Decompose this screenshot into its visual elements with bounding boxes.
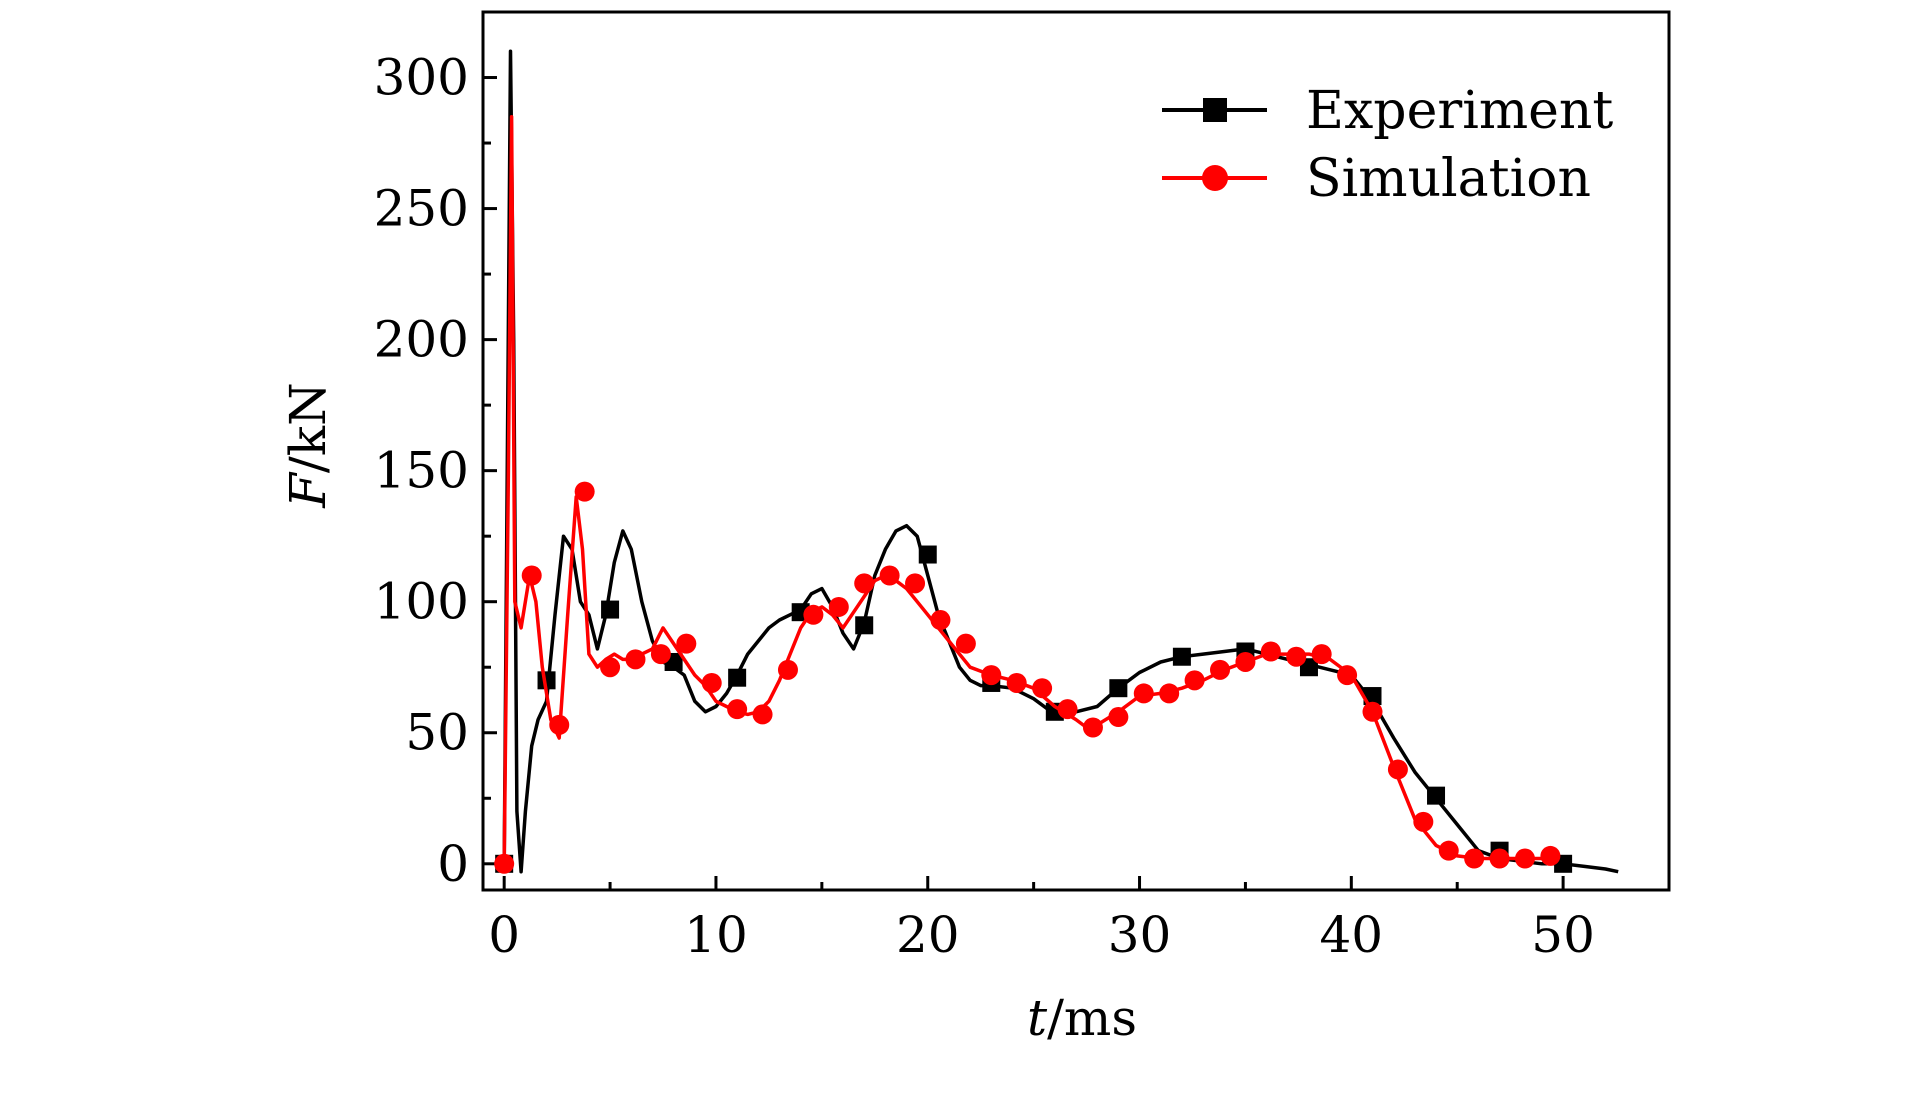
x-tick-label: 20 — [896, 906, 960, 964]
data-point-simulation — [1489, 848, 1510, 869]
series-line-simulation — [502, 115, 1542, 864]
data-point-simulation — [1286, 646, 1307, 667]
data-point-simulation — [777, 659, 798, 680]
x-tick-label: 30 — [1108, 906, 1172, 964]
y-tick-label: 0 — [437, 835, 469, 893]
data-point-experiment — [1427, 786, 1446, 805]
data-point-simulation — [1464, 848, 1485, 869]
y-tick-label: 50 — [405, 704, 469, 762]
data-point-simulation — [521, 565, 542, 586]
data-point-simulation — [727, 699, 748, 720]
data-point-simulation — [600, 657, 621, 678]
data-point-simulation — [1032, 678, 1053, 699]
legend: Experiment Simulation — [1162, 81, 1613, 209]
legend-marker-experiment — [1203, 98, 1227, 122]
plot-area-frame — [481, 10, 1671, 892]
y-tick-label: 200 — [374, 311, 469, 369]
data-point-simulation — [1337, 665, 1358, 686]
data-point-simulation — [574, 481, 595, 502]
data-point-simulation — [1413, 811, 1434, 832]
data-point-simulation — [650, 644, 671, 665]
data-point-experiment — [601, 600, 620, 619]
series-line-experiment — [502, 49, 1619, 874]
x-tick-label: 10 — [684, 906, 748, 964]
series-simulation — [494, 115, 1561, 874]
y-axis-unit: /kN — [279, 382, 337, 473]
x-tick-label: 50 — [1531, 906, 1595, 964]
series-layer — [494, 49, 1619, 874]
data-point-simulation — [752, 704, 773, 725]
y-axis-var: F — [279, 471, 337, 509]
data-point-simulation — [981, 665, 1002, 686]
legend-label-simulation: Simulation — [1306, 149, 1591, 209]
x-axis-title: t/ms — [1027, 989, 1137, 1047]
data-point-simulation — [1108, 707, 1129, 728]
y-tick-label: 300 — [374, 49, 469, 107]
data-point-simulation — [1184, 670, 1205, 691]
data-point-simulation — [879, 565, 900, 586]
data-point-simulation — [676, 633, 697, 654]
legend-label-experiment: Experiment — [1306, 81, 1613, 141]
data-point-simulation — [930, 610, 951, 631]
y-tick-label: 250 — [374, 180, 469, 238]
data-point-simulation — [1540, 845, 1561, 866]
y-tick-label: 100 — [374, 573, 469, 631]
data-point-simulation — [905, 573, 926, 594]
data-point-simulation — [1438, 840, 1459, 861]
data-point-simulation — [1387, 759, 1408, 780]
data-point-experiment — [918, 545, 937, 564]
data-point-simulation — [803, 604, 824, 625]
data-point-simulation — [1210, 659, 1231, 680]
data-point-simulation — [1235, 651, 1256, 672]
data-point-simulation — [828, 596, 849, 617]
x-tick-label: 40 — [1320, 906, 1384, 964]
data-point-simulation — [1362, 701, 1383, 722]
y-axis-title: F/kN — [279, 382, 337, 509]
x-axis-unit: /ms — [1047, 989, 1137, 1047]
data-point-simulation — [1006, 672, 1027, 693]
data-point-simulation — [625, 649, 646, 670]
axis-ticks — [483, 76, 1565, 890]
data-point-simulation — [494, 853, 515, 874]
x-tick-label: 0 — [488, 906, 520, 964]
data-point-experiment — [728, 668, 747, 687]
y-tick-labels: 0 50 100 150 200 250 300 — [374, 49, 469, 893]
data-point-simulation — [1311, 644, 1332, 665]
data-point-simulation — [955, 633, 976, 654]
data-point-simulation — [854, 573, 875, 594]
data-point-experiment — [1109, 679, 1128, 698]
data-point-simulation — [1159, 683, 1180, 704]
x-tick-labels: 0 10 20 30 40 50 — [488, 906, 1595, 964]
data-point-experiment — [1299, 658, 1318, 677]
data-point-experiment — [855, 616, 874, 635]
data-point-simulation — [1514, 848, 1535, 869]
x-axis-var: t — [1027, 989, 1048, 1047]
data-point-simulation — [1260, 641, 1281, 662]
data-point-simulation — [1082, 717, 1103, 738]
legend-marker-simulation — [1202, 165, 1228, 191]
data-point-experiment — [1172, 647, 1191, 666]
data-point-simulation — [549, 714, 570, 735]
data-point-simulation — [1133, 683, 1154, 704]
data-point-simulation — [1057, 699, 1078, 720]
y-tick-label: 150 — [374, 442, 469, 500]
data-point-simulation — [701, 672, 722, 693]
